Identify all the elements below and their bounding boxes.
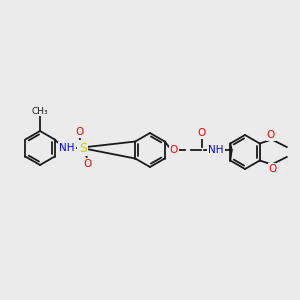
Text: O: O	[267, 130, 275, 140]
Text: O: O	[169, 145, 178, 155]
Text: NH: NH	[208, 145, 224, 155]
Text: O: O	[84, 159, 92, 169]
Text: S: S	[79, 142, 87, 154]
Text: O: O	[198, 128, 206, 138]
Text: O: O	[76, 127, 84, 137]
Text: O: O	[268, 164, 277, 175]
Text: CH₃: CH₃	[32, 106, 48, 116]
Text: NH: NH	[59, 143, 74, 153]
